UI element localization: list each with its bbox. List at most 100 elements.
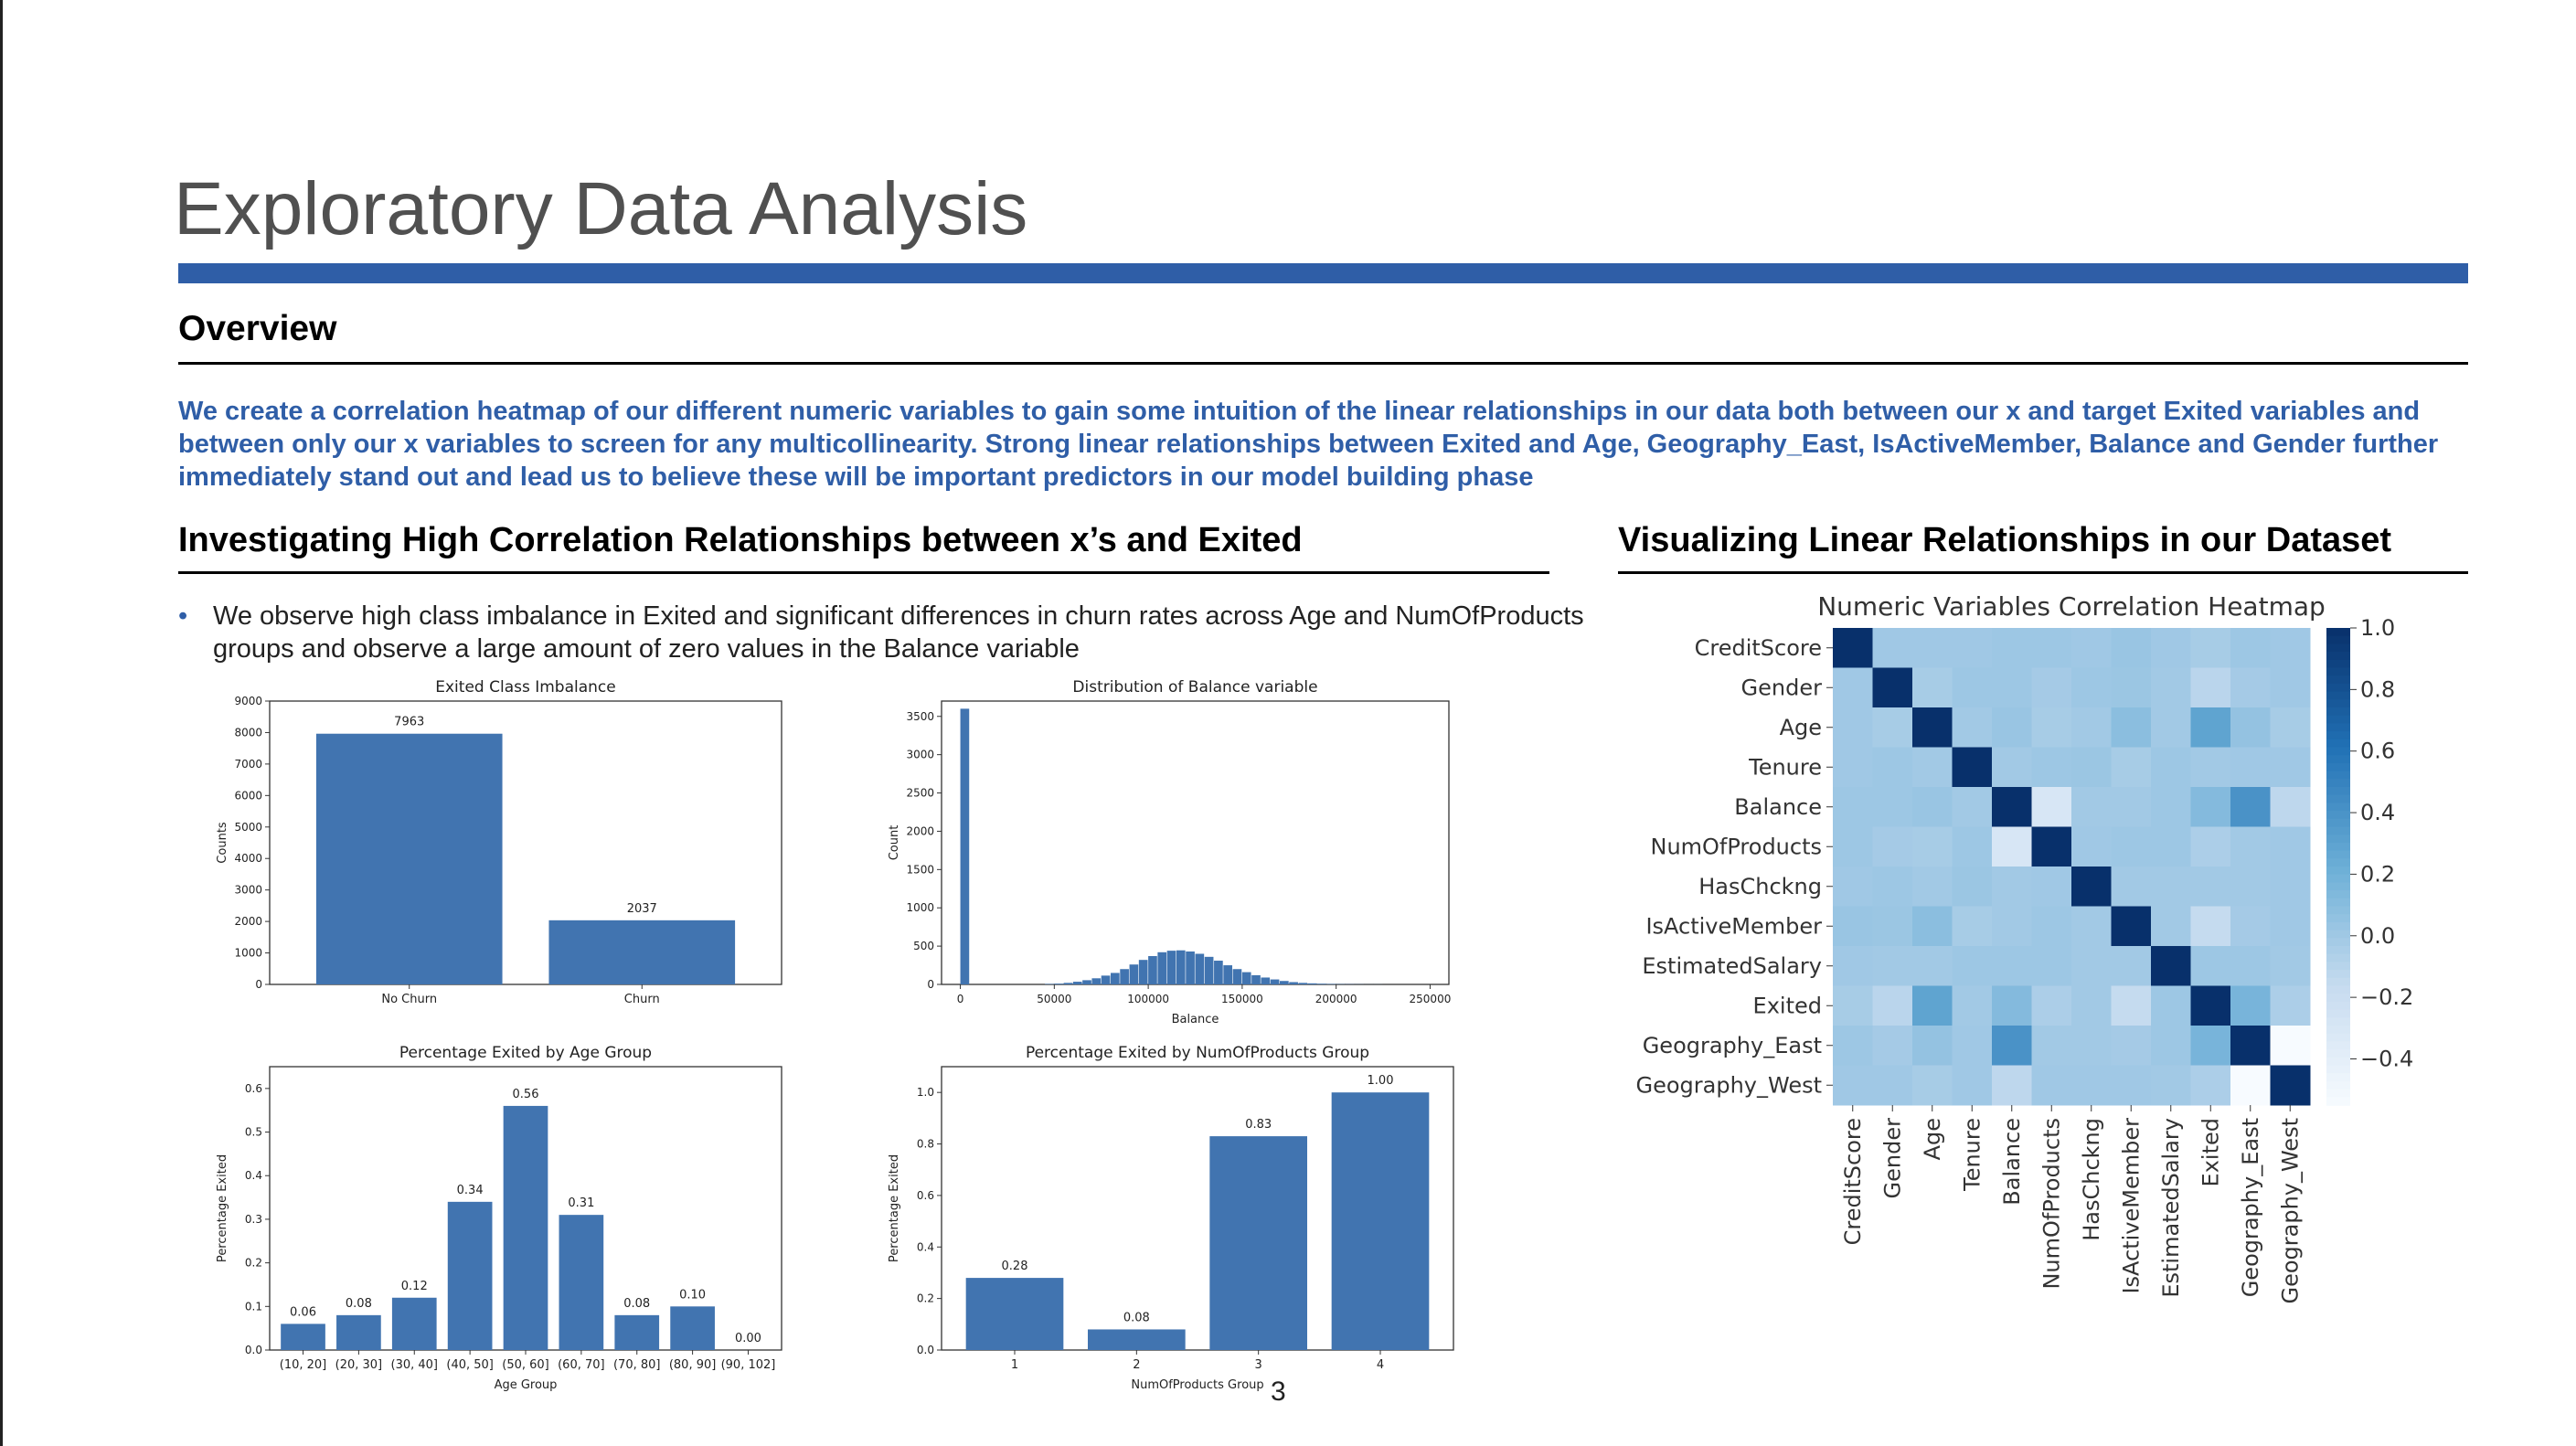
page-number: 3 [1271, 1377, 1286, 1407]
heatmap-cell [1833, 906, 1873, 947]
data-label: 0.10 [679, 1288, 706, 1302]
row-label: EstimatedSalary [1642, 953, 1822, 979]
heatmap-cell [1992, 1065, 2032, 1106]
heatmap-cell [2111, 667, 2152, 708]
colorbar-segment [2326, 898, 2350, 908]
row-label: Geography_West [1635, 1072, 1822, 1098]
y-tick-label: 0.4 [245, 1169, 262, 1182]
heatmap-cell [1992, 628, 2032, 668]
heatmap-cell [1912, 707, 1953, 748]
colorbar-segment [2326, 803, 2350, 812]
colorbar-segment [2326, 811, 2350, 820]
heatmap-cell [2151, 985, 2191, 1026]
colorbar-tick-label: 0.0 [2360, 923, 2395, 949]
y-tick-label: 0.6 [917, 1189, 934, 1202]
data-label: 0.08 [1123, 1311, 1150, 1324]
heatmap-cell [2230, 787, 2271, 827]
colorbar-segment [2326, 667, 2350, 676]
row-label: CreditScore [1695, 635, 1822, 661]
colorbar-segment [2326, 962, 2350, 971]
heatmap-cell [1912, 628, 1953, 668]
x-tick-label: (80, 90] [669, 1358, 717, 1372]
heatmap-cell [2111, 946, 2152, 986]
heatmap-cell [2190, 826, 2231, 867]
data-label: 0.08 [623, 1297, 650, 1311]
colorbar-segment [2326, 1001, 2350, 1011]
bullet-dot: • [178, 601, 188, 631]
y-tick-label: 0.4 [917, 1240, 934, 1253]
histogram-bar [1232, 969, 1242, 984]
heatmap-cell [1952, 946, 1993, 986]
x-tick-label: (60, 70] [558, 1358, 605, 1372]
y-tick-label: 2500 [906, 787, 934, 800]
y-axis-label: Counts [216, 822, 229, 864]
y-tick-label: 7000 [234, 758, 262, 771]
x-tick-label: 3 [1255, 1358, 1262, 1372]
heatmap-cell [1992, 747, 2032, 788]
y-axis-label: Percentage Exited [216, 1154, 229, 1262]
y-tick-label: 2000 [906, 824, 934, 837]
y-tick-label: 0 [927, 978, 934, 991]
heatmap-cell [2071, 628, 2112, 668]
heatmap-cell [2190, 1026, 2231, 1066]
y-tick-label: 3000 [906, 749, 934, 761]
colorbar-segment [2326, 1097, 2350, 1106]
balance-histogram-chart: Distribution of Balance variable Count Bal… [888, 678, 1451, 1024]
histogram-bar [1326, 983, 1336, 984]
colorbar-segment [2326, 1041, 2350, 1050]
row-label: Age [1780, 715, 1822, 740]
histogram-bar [1082, 980, 1091, 984]
heatmap-cell [2230, 946, 2271, 986]
heatmap-cell [2230, 628, 2271, 668]
colorbar-segment [2326, 659, 2350, 669]
left-section-rule [178, 571, 1549, 574]
column-label: Geography_East [2238, 1118, 2263, 1297]
heatmap-cell [2190, 667, 2231, 708]
colorbar-segment [2326, 675, 2350, 685]
colorbar-segment [2326, 890, 2350, 899]
heatmap-cell [2111, 747, 2152, 788]
colorbar-segment [2326, 882, 2350, 891]
colorbar-segment [2326, 858, 2350, 867]
heatmap-cell [1992, 1026, 2032, 1066]
chart-title: Distribution of Balance variable [1072, 678, 1317, 696]
heatmap-cell [2270, 826, 2311, 867]
bar [281, 1324, 325, 1350]
x-axis-label: NumOfProducts Group [1131, 1378, 1263, 1392]
column-label: Tenure [1959, 1118, 1985, 1192]
x-axis-label: Balance [1172, 1013, 1219, 1024]
heatmap-cell [2151, 946, 2191, 986]
heatmap-cell [1833, 946, 1873, 986]
colorbar-segment [2326, 731, 2350, 740]
heatmap-cell [1833, 1065, 1873, 1106]
colorbar-segment [2326, 1026, 2350, 1035]
colorbar-segment [2326, 970, 2350, 979]
colorbar-segment [2326, 921, 2350, 931]
heatmap-cell [2270, 985, 2311, 1026]
class-imbalance-chart: Exited Class Imbalance Counts 0 1000 2000 300… [216, 678, 782, 1006]
heatmap-cell [1872, 628, 1913, 668]
heatmap-cell [1872, 667, 1913, 708]
heatmap-cell [1952, 985, 1993, 1026]
y-tick-label: 0.3 [245, 1213, 262, 1226]
bar [1209, 1136, 1307, 1350]
heatmap-cell [2270, 867, 2311, 907]
data-label: 0.12 [401, 1280, 428, 1293]
histogram-bar [1186, 951, 1195, 984]
heatmap-cell [1833, 826, 1873, 867]
heatmap-cell [2111, 1065, 2152, 1106]
bar [315, 733, 503, 984]
colorbar-segment [2326, 914, 2350, 923]
heatmap-cell [2270, 1026, 2311, 1066]
x-tick-label: 150000 [1221, 993, 1263, 1005]
heatmap-cell [1992, 667, 2032, 708]
heatmap-cell [2151, 1065, 2191, 1106]
row-label: Gender [1741, 675, 1823, 700]
colorbar-segment [2326, 835, 2350, 844]
heatmap-cell [2230, 1026, 2271, 1066]
overview-rule [178, 362, 2468, 365]
column-label: Geography_West [2277, 1118, 2303, 1304]
row-label: Geography_East [1643, 1033, 1822, 1058]
x-tick-label: 4 [1377, 1358, 1384, 1372]
heatmap-cell [1872, 906, 1913, 947]
